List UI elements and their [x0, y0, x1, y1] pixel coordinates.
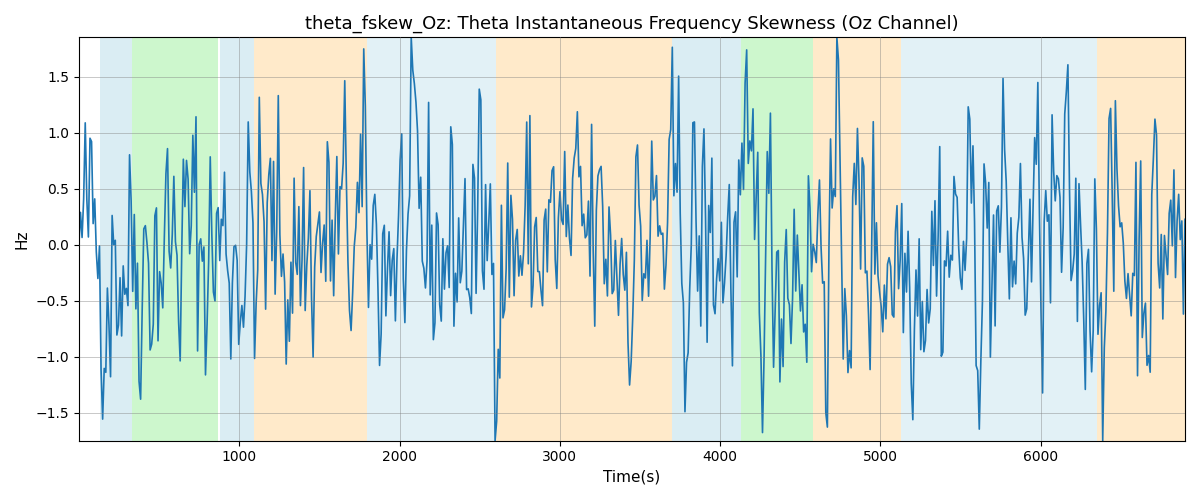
- X-axis label: Time(s): Time(s): [604, 470, 660, 485]
- Bar: [672, 38, 728, 440]
- Y-axis label: Hz: Hz: [14, 230, 30, 249]
- Bar: [740, 38, 814, 440]
- Bar: [132, 38, 218, 440]
- Bar: [728, 38, 740, 440]
- Bar: [496, 38, 672, 440]
- Bar: [253, 38, 367, 440]
- Bar: [814, 38, 901, 440]
- Bar: [220, 38, 253, 440]
- Bar: [100, 38, 132, 440]
- Title: theta_fskew_Oz: Theta Instantaneous Frequency Skewness (Oz Channel): theta_fskew_Oz: Theta Instantaneous Freq…: [305, 15, 959, 34]
- Bar: [1097, 38, 1184, 440]
- Bar: [901, 38, 1097, 440]
- Bar: [367, 38, 496, 440]
